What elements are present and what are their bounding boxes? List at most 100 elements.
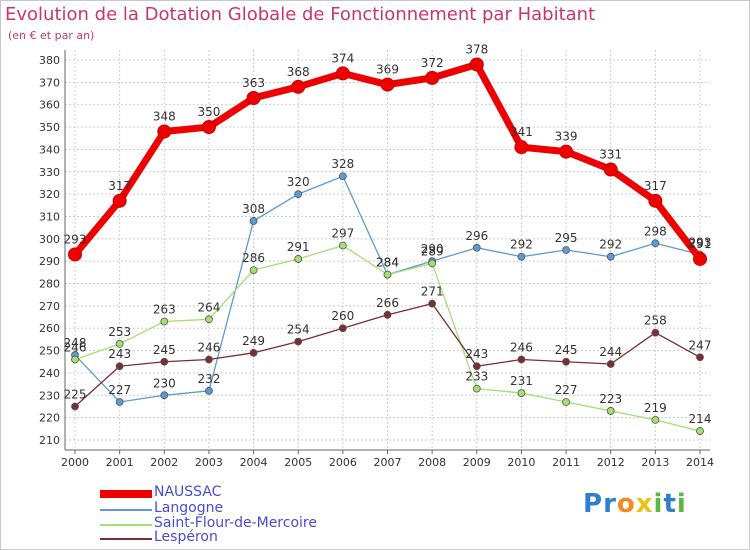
data-point xyxy=(205,355,213,364)
data-point xyxy=(68,247,82,262)
data-label: 317 xyxy=(108,179,131,193)
data-label: 244 xyxy=(599,345,622,359)
x-tick-label: 2000 xyxy=(61,456,89,469)
data-point xyxy=(562,398,570,406)
y-tick-label: 360 xyxy=(39,99,60,112)
data-label: 232 xyxy=(197,372,220,386)
data-point xyxy=(380,77,395,92)
data-label: 374 xyxy=(331,51,354,65)
logo-letter: o xyxy=(616,489,636,519)
data-label: 253 xyxy=(108,325,131,339)
data-point xyxy=(651,328,660,337)
data-point xyxy=(246,91,261,105)
data-point xyxy=(294,190,303,199)
data-point xyxy=(294,337,303,346)
x-tick-label: 2006 xyxy=(329,456,357,469)
data-point xyxy=(338,241,347,250)
data-label: 246 xyxy=(64,341,87,355)
data-label: 260 xyxy=(331,309,354,323)
data-point xyxy=(115,398,124,406)
data-point xyxy=(428,299,437,308)
x-tick-label: 2002 xyxy=(150,456,178,469)
data-point xyxy=(291,79,306,94)
data-label: 214 xyxy=(689,412,712,426)
data-label: 247 xyxy=(689,338,712,352)
data-label: 372 xyxy=(421,56,444,70)
x-tick-label: 2010 xyxy=(507,456,535,469)
data-point xyxy=(651,415,660,424)
y-tick-label: 300 xyxy=(39,233,60,246)
data-label: 266 xyxy=(376,296,399,310)
legend-swatch xyxy=(100,490,152,498)
data-label: 296 xyxy=(465,229,488,243)
data-point xyxy=(559,144,574,159)
y-tick-label: 310 xyxy=(39,210,60,223)
data-point xyxy=(160,317,169,326)
data-point xyxy=(249,266,258,275)
y-tick-label: 280 xyxy=(39,278,60,291)
data-point xyxy=(693,251,707,266)
logo-letter: r xyxy=(603,489,617,519)
data-label: 286 xyxy=(242,251,265,265)
data-label: 317 xyxy=(644,179,667,193)
data-point xyxy=(606,407,615,415)
x-tick-label: 2009 xyxy=(463,456,491,469)
data-label: 254 xyxy=(287,323,310,337)
data-label: 225 xyxy=(64,387,87,401)
legend-swatch xyxy=(100,538,152,540)
line-chart: 210 220 230 240 250 260 270 280 290 300 310 320 330 3… xyxy=(39,42,714,469)
axes: 210 220 230 240 250 260 270 280 290 300 310 320 330 3… xyxy=(39,50,714,469)
y-tick-label: 370 xyxy=(39,76,60,89)
data-label: 291 xyxy=(287,240,310,254)
data-point xyxy=(115,339,124,348)
data-point xyxy=(472,384,481,393)
y-tick-label: 210 xyxy=(39,434,60,447)
data-label: 292 xyxy=(510,238,533,252)
logo-letter: i xyxy=(653,489,664,519)
data-label: 263 xyxy=(153,303,176,317)
data-label: 264 xyxy=(197,300,220,314)
data-label: 249 xyxy=(242,334,265,348)
x-tick-label: 2001 xyxy=(106,456,134,469)
data-label: 258 xyxy=(644,314,667,328)
data-point xyxy=(338,172,347,181)
data-label: 293 xyxy=(689,235,712,249)
data-point xyxy=(696,353,704,362)
y-tick-label: 290 xyxy=(39,255,60,268)
data-label: 293 xyxy=(64,232,87,246)
data-point xyxy=(335,66,350,81)
data-point xyxy=(115,362,124,371)
data-point xyxy=(201,120,216,135)
data-point xyxy=(71,355,79,364)
data-label: 369 xyxy=(376,63,399,77)
y-tick-label: 250 xyxy=(39,345,60,358)
data-label: 245 xyxy=(555,343,578,357)
data-label: 246 xyxy=(510,341,533,355)
data-label: 245 xyxy=(153,343,176,357)
data-point xyxy=(383,310,392,319)
logo-letter: x xyxy=(635,489,654,519)
data-label: 233 xyxy=(465,370,488,384)
data-point xyxy=(648,193,663,208)
data-label: 368 xyxy=(287,65,310,79)
x-tick-label: 2004 xyxy=(240,456,268,469)
data-label: 243 xyxy=(108,347,131,361)
data-label: 219 xyxy=(644,401,667,415)
data-labels: 293 317 348 350 363 368 374 369 372 378 341 339 331 3… xyxy=(64,42,712,426)
y-tick-label: 240 xyxy=(39,367,60,380)
legend-swatch xyxy=(100,524,152,526)
y-tick-label: 340 xyxy=(39,143,60,156)
data-label: 227 xyxy=(555,383,578,397)
data-point xyxy=(472,362,481,371)
data-label: 341 xyxy=(510,125,533,139)
data-label: 328 xyxy=(331,157,354,171)
y-tick-label: 220 xyxy=(39,412,60,425)
data-label: 284 xyxy=(376,256,399,270)
data-point xyxy=(651,239,660,248)
data-point xyxy=(562,246,570,254)
x-tick-label: 2013 xyxy=(641,456,669,469)
y-tick-label: 350 xyxy=(39,121,60,134)
logo-letter: t xyxy=(663,489,677,519)
data-point xyxy=(517,355,526,364)
y-tick-label: 230 xyxy=(39,389,60,402)
